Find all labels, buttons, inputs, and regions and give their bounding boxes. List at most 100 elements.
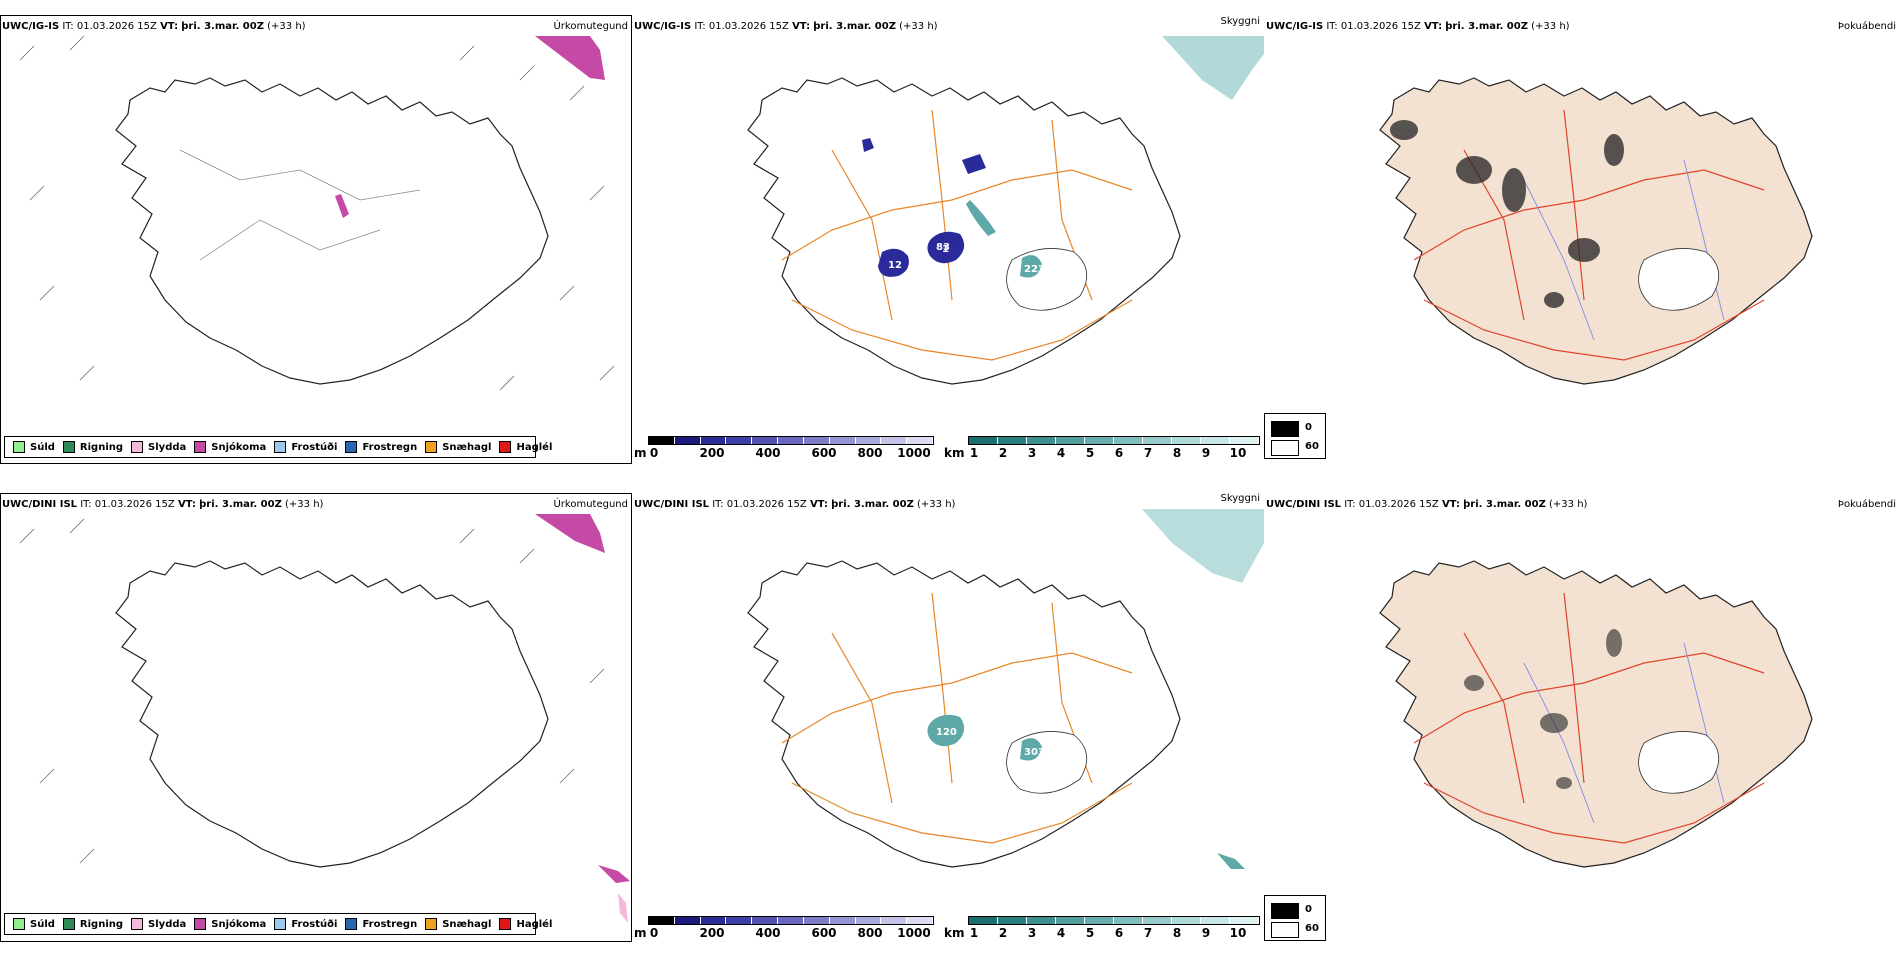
fog-legend-swatch bbox=[1271, 440, 1299, 456]
legend-swatch bbox=[131, 918, 144, 930]
colorbar-cell bbox=[969, 917, 998, 924]
colorbar-tick: 200 bbox=[699, 926, 725, 940]
snow-area-northeast bbox=[535, 36, 605, 80]
legend-item: Súld bbox=[13, 441, 55, 453]
legend-item: Rigning bbox=[62, 441, 123, 453]
colorbar-cell bbox=[674, 917, 701, 924]
panel-header: UWC/IG-IS IT: 01.03.2026 15Z VT: þri. 3.… bbox=[1266, 21, 1570, 32]
visibility-colorbar-strip bbox=[968, 916, 1260, 925]
legend-swatch bbox=[345, 441, 358, 453]
colorbar-tick: 6 bbox=[1114, 446, 1124, 460]
precip-map[interactable] bbox=[0, 483, 632, 958]
colorbar-tick: 5 bbox=[1085, 926, 1095, 940]
colorbar-tick: 6 bbox=[1114, 926, 1124, 940]
colorbar-cell bbox=[1114, 917, 1143, 924]
colorbar-cell bbox=[881, 917, 908, 924]
colorbar-unit: m bbox=[634, 926, 647, 940]
low-visibility-area bbox=[966, 200, 996, 236]
colorbar-cell bbox=[1172, 917, 1201, 924]
ceiling-colorbar-strip bbox=[648, 436, 934, 445]
panel-title: Þokuábendi bbox=[1837, 21, 1896, 32]
visibility-value-label: 303 bbox=[1024, 747, 1045, 758]
colorbar-cell bbox=[1027, 917, 1056, 924]
panel-title: Skyggni bbox=[1220, 16, 1260, 27]
ceiling-value-label: 1 bbox=[942, 244, 949, 255]
visibility-panel: 120 303 UWC/DINI ISL IT: 01.03.2026 15Z … bbox=[632, 483, 1264, 958]
precip-type-panel: UWC/DINI ISL IT: 01.03.2026 15Z VT: þri.… bbox=[0, 483, 632, 958]
map-frame bbox=[0, 493, 632, 942]
panel-title: Skyggni bbox=[1220, 493, 1260, 504]
colorbar-cell bbox=[752, 437, 779, 444]
colorbar-tick: 10 bbox=[1229, 926, 1247, 940]
fog-areas bbox=[1464, 629, 1622, 789]
visibility-colorbar-strip bbox=[968, 436, 1260, 445]
colorbar-cell bbox=[998, 437, 1027, 444]
fog-legend: 0 60 bbox=[1264, 895, 1326, 941]
colorbar-tick: 2 bbox=[998, 446, 1008, 460]
visibility-map[interactable]: 1 83 12 223 8 bbox=[632, 0, 1264, 475]
river-network bbox=[1523, 642, 1725, 824]
map-frame bbox=[0, 15, 632, 464]
precip-type-panel: UWC/IG-IS IT: 01.03.2026 15Z VT: þri. 3.… bbox=[0, 0, 632, 475]
fog-areas bbox=[1390, 120, 1624, 308]
colorbar-cell bbox=[752, 917, 779, 924]
colorbar-cell bbox=[726, 917, 753, 924]
colorbar-tick: 0 bbox=[649, 926, 659, 940]
visibility-map[interactable]: 120 303 bbox=[632, 483, 1264, 958]
colorbar-tick: 800 bbox=[857, 446, 883, 460]
colorbar-cell bbox=[855, 917, 882, 924]
fog-legend-swatch bbox=[1271, 421, 1299, 437]
legend-item: Snæhagl bbox=[425, 918, 491, 930]
fog-map[interactable] bbox=[1264, 483, 1900, 958]
colorbar-unit: km bbox=[944, 446, 965, 460]
colorbar-cell bbox=[829, 437, 856, 444]
snow-area-inland bbox=[335, 194, 349, 218]
colorbar-cell bbox=[649, 437, 675, 444]
legend-swatch bbox=[13, 918, 25, 930]
colorbar-cell bbox=[1230, 437, 1259, 444]
legend-swatch bbox=[194, 441, 207, 453]
legend-item: Frostregn bbox=[345, 918, 417, 930]
colorbar-tick: 800 bbox=[857, 926, 883, 940]
precip-type-legend: Súld Rigning Slydda Snjókoma Frostúði Fr… bbox=[4, 436, 552, 458]
colorbar-cell bbox=[855, 437, 882, 444]
low-visibility-area bbox=[1020, 738, 1042, 761]
low-visibility-area bbox=[1020, 255, 1042, 278]
legend-item: Slydda bbox=[131, 441, 186, 453]
colorbar-cell bbox=[1114, 437, 1143, 444]
legend-swatch bbox=[62, 441, 75, 453]
snow-area-northeast bbox=[535, 514, 605, 553]
panel-title: Þokuábendi bbox=[1837, 499, 1896, 510]
legend-item: Haglél bbox=[499, 918, 552, 930]
ceiling-value-label: 8 bbox=[948, 162, 955, 173]
colorbar-cell bbox=[778, 917, 804, 924]
forecast-row-bottom: UWC/DINI ISL IT: 01.03.2026 15Z VT: þri.… bbox=[0, 483, 1900, 958]
panel-header: UWC/DINI ISL IT: 01.03.2026 15Z VT: þri.… bbox=[2, 499, 324, 510]
ceiling-colorbar-strip bbox=[648, 916, 934, 925]
colorbar-tick: 200 bbox=[699, 446, 725, 460]
colorbar-tick: 3 bbox=[1027, 926, 1037, 940]
panel-header: UWC/IG-IS IT: 01.03.2026 15Z VT: þri. 3.… bbox=[2, 21, 306, 32]
legend-swatch bbox=[499, 918, 512, 930]
colorbar-unit: m bbox=[634, 446, 647, 460]
colorbar-tick: 400 bbox=[755, 926, 781, 940]
legend-swatch bbox=[425, 441, 438, 453]
colorbar-cell bbox=[881, 437, 908, 444]
legend-swatch bbox=[274, 441, 287, 453]
visibility-colorbar: km 1 2 3 4 5 6 7 8 9 10 bbox=[944, 916, 1260, 950]
colorbar-tick: 4 bbox=[1056, 926, 1066, 940]
legend-item: Haglél bbox=[499, 441, 552, 453]
legend-item: Rigning bbox=[62, 918, 123, 930]
legend-item: Súld bbox=[13, 918, 55, 930]
legend-swatch bbox=[274, 918, 287, 930]
legend-swatch bbox=[345, 918, 358, 930]
fog-map[interactable] bbox=[1264, 0, 1900, 475]
legend-swatch bbox=[499, 441, 512, 453]
colorbar-tick: 10 bbox=[1229, 446, 1247, 460]
colorbar-cell bbox=[1172, 437, 1201, 444]
colorbar-cell bbox=[1085, 437, 1114, 444]
precip-map[interactable] bbox=[0, 0, 632, 475]
colorbar-cell bbox=[803, 917, 830, 924]
colorbar-tick: 7 bbox=[1143, 446, 1153, 460]
colorbar-tick: 9 bbox=[1201, 926, 1211, 940]
